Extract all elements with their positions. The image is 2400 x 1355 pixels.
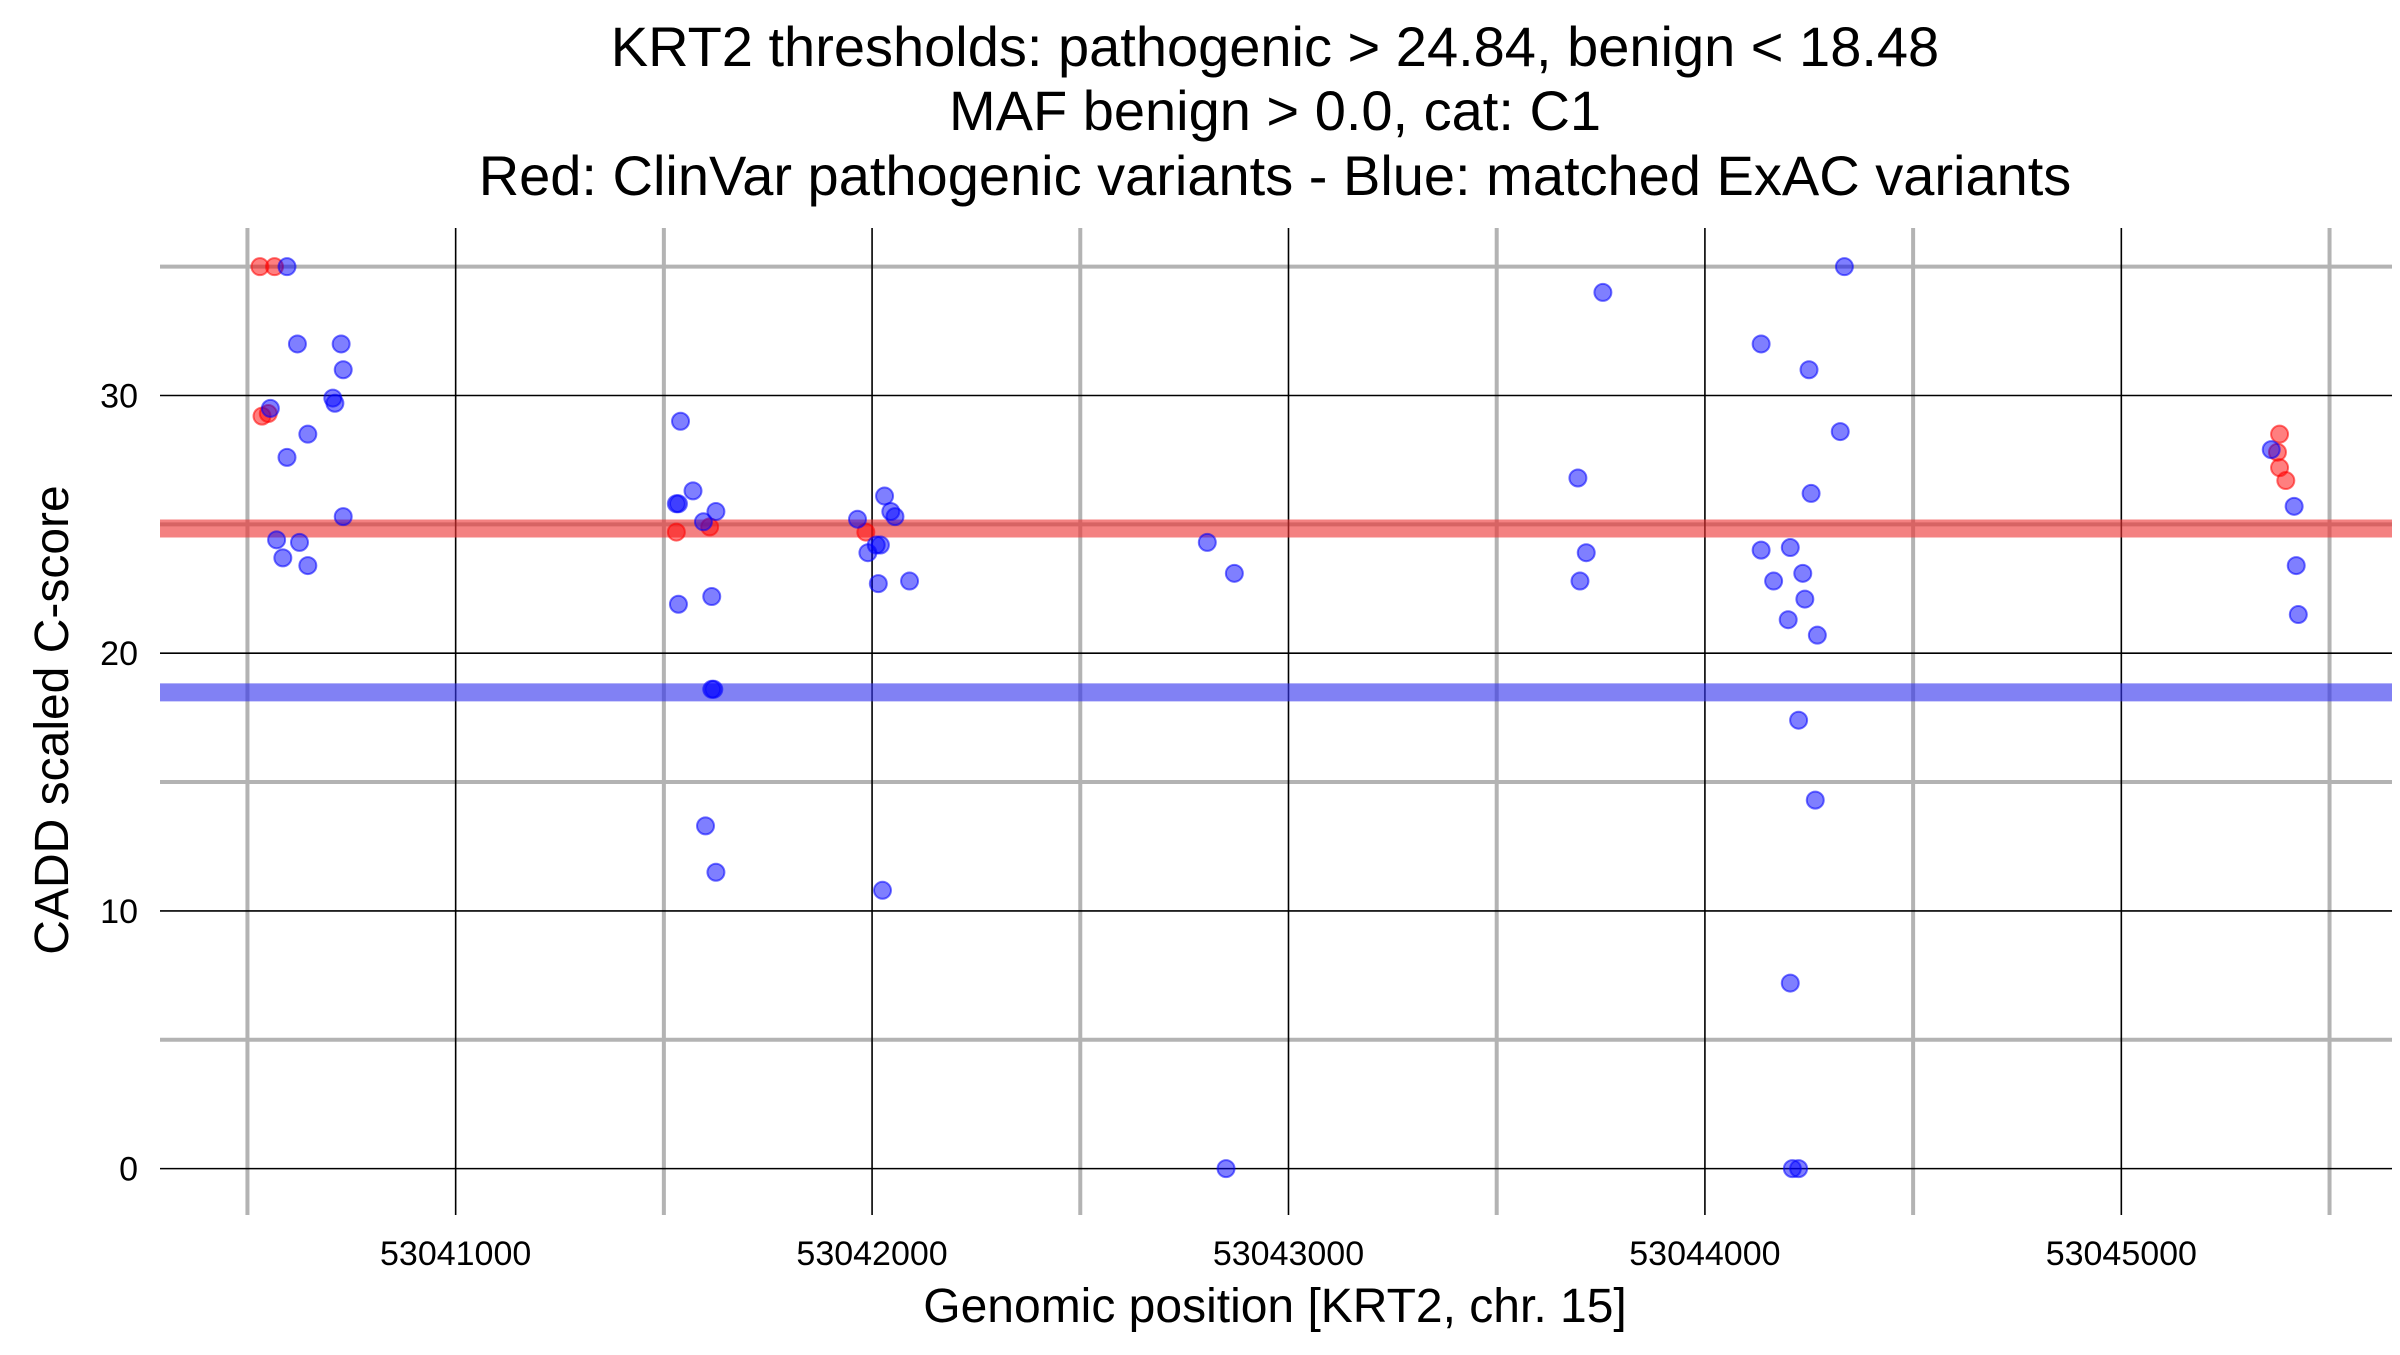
benign-point [1576, 543, 1596, 563]
chart-title-line-2: MAF benign > 0.0, cat: C1 [949, 79, 1601, 142]
benign-point [260, 398, 280, 418]
y-axis-title: CADD scaled C-score [26, 485, 79, 954]
benign-point [2286, 556, 2306, 576]
benign-point [2261, 440, 2281, 460]
benign-point [683, 481, 703, 501]
benign-point [267, 530, 287, 550]
benign-point [298, 424, 318, 444]
benign-point [1789, 1159, 1809, 1179]
benign-point [277, 447, 297, 467]
benign-point [1751, 334, 1771, 354]
pathogenic-point [2276, 471, 2296, 491]
benign-point [702, 587, 722, 607]
benign-point [298, 556, 318, 576]
benign-point [668, 594, 688, 614]
benign-point [2284, 496, 2304, 516]
y-tick-label: 0 [119, 1151, 138, 1189]
x-tick-label: 53043000 [1213, 1235, 1364, 1273]
benign-point [1593, 282, 1613, 302]
benign-point [1780, 538, 1800, 558]
benign-point [1795, 589, 1815, 609]
points-layer [250, 257, 2308, 1179]
benign-point [331, 334, 351, 354]
benign-point [1751, 540, 1771, 560]
benign-point [848, 509, 867, 529]
benign-point [1216, 1159, 1236, 1179]
benign-point [900, 571, 920, 591]
benign-point [693, 512, 713, 532]
y-tick-label: 30 [100, 378, 138, 416]
benign-point [885, 507, 905, 527]
benign-point [696, 816, 716, 836]
benign-point [1568, 468, 1588, 488]
benign-point [671, 411, 691, 431]
benign-point [872, 880, 892, 900]
y-tick-label: 10 [100, 893, 138, 931]
benign-point [1834, 257, 1854, 277]
benign-point [1778, 610, 1798, 630]
threshold-layer [160, 519, 2392, 702]
benign-point [1793, 563, 1813, 583]
benign-point [1764, 571, 1784, 591]
benign-point [1805, 790, 1825, 810]
benign-point [1197, 532, 1217, 552]
benign-point [2288, 605, 2308, 625]
benign-point [1570, 571, 1590, 591]
x-tick-label: 53044000 [1629, 1235, 1780, 1273]
chart-title-line-3: Red: ClinVar pathogenic variants - Blue:… [479, 144, 2072, 207]
pathogenic-point [2270, 424, 2290, 444]
benign-point [1224, 563, 1244, 583]
benign-point [1799, 360, 1819, 380]
benign-point [333, 507, 353, 527]
benign-point [273, 548, 293, 568]
benign-point [333, 360, 353, 380]
benign-point [287, 334, 307, 354]
benign-point [325, 393, 345, 413]
benign-point [706, 862, 726, 882]
pathogenic-point [666, 522, 686, 542]
benign-point [290, 532, 309, 552]
benign-point [868, 574, 888, 594]
y-tick-label: 20 [100, 635, 138, 673]
benign-point [706, 501, 726, 521]
benign-point [1780, 973, 1800, 993]
benign-point [875, 486, 895, 506]
benign-point [668, 494, 688, 514]
tick-layer: 53041000 53042000 53043000 53044000 53045000… [100, 378, 2197, 1273]
benign-point [704, 679, 724, 699]
x-tick-label: 53042000 [796, 1235, 947, 1273]
x-tick-label: 53041000 [380, 1235, 531, 1273]
benign-point [1830, 422, 1850, 442]
benign-point [1801, 483, 1821, 503]
benign-point [1807, 625, 1827, 645]
benign-point [1789, 710, 1809, 730]
chart-title-line-1: KRT2 thresholds: pathogenic > 24.84, ben… [611, 15, 1939, 78]
x-tick-label: 53045000 [2046, 1235, 2197, 1273]
benign-point [858, 543, 878, 563]
grid-layer [160, 228, 2392, 1215]
benign-point [277, 257, 297, 277]
x-axis-title: Genomic position [KRT2, chr. 15] [923, 1280, 1626, 1333]
